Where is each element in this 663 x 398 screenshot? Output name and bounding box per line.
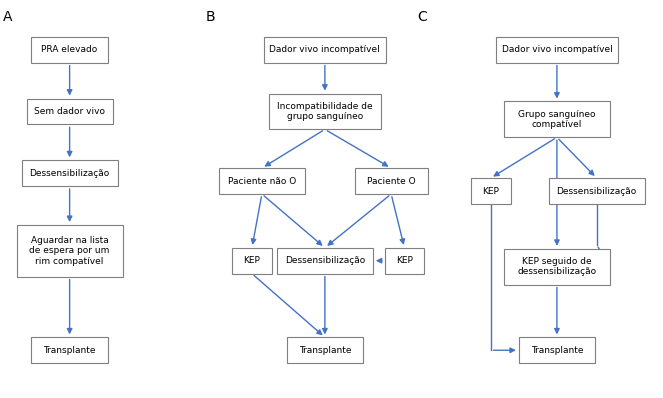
FancyBboxPatch shape: [471, 178, 511, 204]
FancyBboxPatch shape: [519, 338, 595, 363]
FancyBboxPatch shape: [31, 37, 107, 62]
Text: PRA elevado: PRA elevado: [42, 45, 97, 54]
Text: Transplante: Transplante: [43, 346, 96, 355]
FancyBboxPatch shape: [277, 248, 373, 274]
Text: Dessensibilização: Dessensibilização: [284, 256, 365, 265]
Text: KEP: KEP: [396, 256, 413, 265]
Text: Dador vivo incompatível: Dador vivo incompatível: [269, 45, 381, 54]
Text: Transplante: Transplante: [298, 346, 351, 355]
Text: Paciente O: Paciente O: [367, 177, 416, 185]
Text: Sem dador vivo: Sem dador vivo: [34, 107, 105, 116]
Text: KEP: KEP: [482, 187, 499, 195]
FancyBboxPatch shape: [17, 225, 123, 277]
FancyBboxPatch shape: [385, 248, 424, 274]
FancyBboxPatch shape: [31, 338, 107, 363]
Text: Dador vivo incompatível: Dador vivo incompatível: [501, 45, 613, 54]
FancyBboxPatch shape: [263, 37, 386, 62]
FancyBboxPatch shape: [27, 98, 113, 124]
Text: Paciente não O: Paciente não O: [228, 177, 296, 185]
Text: A: A: [3, 10, 13, 24]
Text: Grupo sanguíneo
compatível: Grupo sanguíneo compatível: [518, 110, 595, 129]
Text: C: C: [418, 10, 428, 24]
Text: KEP seguido de
dessensibilização: KEP seguido de dessensibilização: [517, 257, 597, 276]
Text: B: B: [206, 10, 215, 24]
Text: KEP: KEP: [243, 256, 261, 265]
FancyBboxPatch shape: [286, 338, 363, 363]
Text: Dessensibilização: Dessensibilização: [29, 169, 110, 178]
FancyBboxPatch shape: [219, 168, 305, 194]
FancyBboxPatch shape: [232, 248, 272, 274]
Text: Transplante: Transplante: [530, 346, 583, 355]
FancyBboxPatch shape: [269, 94, 381, 129]
FancyBboxPatch shape: [355, 168, 428, 194]
Text: Dessensibilização: Dessensibilização: [556, 187, 637, 195]
Text: Aguardar na lista
de espera por um
rim compatível: Aguardar na lista de espera por um rim c…: [29, 236, 110, 265]
FancyBboxPatch shape: [504, 249, 610, 285]
Text: Incompatibilidade de
grupo sanguíneo: Incompatibilidade de grupo sanguíneo: [277, 102, 373, 121]
FancyBboxPatch shape: [21, 160, 118, 186]
FancyBboxPatch shape: [549, 178, 645, 204]
FancyBboxPatch shape: [495, 37, 618, 62]
FancyBboxPatch shape: [504, 101, 610, 137]
